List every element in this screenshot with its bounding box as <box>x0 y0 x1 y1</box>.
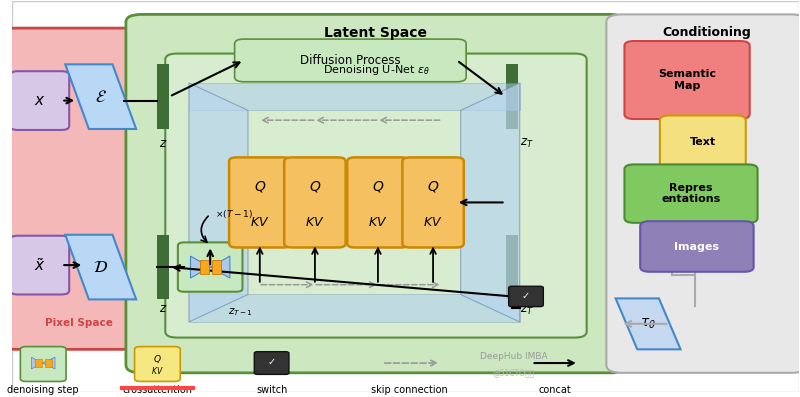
Text: $\times(T-1)$: $\times(T-1)$ <box>215 208 253 220</box>
Text: $z_T$: $z_T$ <box>520 304 534 317</box>
Text: $KV$: $KV$ <box>305 216 325 229</box>
Text: DeepHub IMBA: DeepHub IMBA <box>480 352 548 361</box>
Polygon shape <box>189 83 520 110</box>
Text: Semantic
Map: Semantic Map <box>658 69 716 91</box>
Text: $Q$: $Q$ <box>153 353 162 365</box>
FancyBboxPatch shape <box>606 14 800 373</box>
Text: Diffusion Process: Diffusion Process <box>300 54 401 67</box>
Text: $Q$: $Q$ <box>427 179 439 194</box>
Text: $z_T$: $z_T$ <box>520 137 534 150</box>
Text: $Q$: $Q$ <box>372 179 384 194</box>
Bar <box>506 64 518 129</box>
Bar <box>35 359 42 367</box>
Bar <box>200 260 210 274</box>
FancyBboxPatch shape <box>10 71 70 130</box>
Polygon shape <box>461 83 520 322</box>
Text: switch: switch <box>256 385 287 395</box>
Bar <box>506 235 518 299</box>
FancyBboxPatch shape <box>402 157 464 247</box>
Text: Text: Text <box>690 137 716 147</box>
FancyBboxPatch shape <box>126 14 626 373</box>
FancyBboxPatch shape <box>234 39 466 82</box>
Text: $z$: $z$ <box>158 137 167 150</box>
FancyBboxPatch shape <box>178 243 242 292</box>
Polygon shape <box>189 83 248 322</box>
FancyBboxPatch shape <box>640 221 754 272</box>
Text: $\mathcal{D}$: $\mathcal{D}$ <box>93 258 108 276</box>
Text: Images: Images <box>674 241 719 252</box>
Bar <box>157 235 170 299</box>
FancyBboxPatch shape <box>10 236 70 295</box>
Text: $\tau_\theta$: $\tau_\theta$ <box>640 317 656 331</box>
Text: $z_{T-1}$: $z_{T-1}$ <box>228 306 253 318</box>
Polygon shape <box>42 357 55 369</box>
Polygon shape <box>210 256 230 278</box>
FancyBboxPatch shape <box>625 164 758 223</box>
Text: Denoising U-Net $\epsilon_\theta$: Denoising U-Net $\epsilon_\theta$ <box>322 64 430 77</box>
Bar <box>212 260 222 274</box>
Polygon shape <box>66 64 136 129</box>
FancyBboxPatch shape <box>20 347 66 382</box>
Text: $x$: $x$ <box>34 93 46 108</box>
Text: $KV$: $KV$ <box>250 216 270 229</box>
Text: skip connection: skip connection <box>371 385 448 395</box>
Text: $Q$: $Q$ <box>254 179 266 194</box>
FancyBboxPatch shape <box>166 54 586 337</box>
Polygon shape <box>615 299 681 349</box>
Polygon shape <box>189 295 520 322</box>
Text: $z$: $z$ <box>158 302 167 315</box>
Text: $KV$: $KV$ <box>151 365 164 376</box>
Text: crossattention: crossattention <box>122 385 193 395</box>
Polygon shape <box>66 235 136 299</box>
FancyBboxPatch shape <box>229 157 290 247</box>
Polygon shape <box>31 357 42 369</box>
FancyBboxPatch shape <box>284 157 346 247</box>
Text: $KV$: $KV$ <box>368 216 388 229</box>
FancyBboxPatch shape <box>134 347 180 382</box>
FancyBboxPatch shape <box>509 286 543 306</box>
Text: @51CTO推荐: @51CTO推荐 <box>492 368 534 377</box>
Text: $KV$: $KV$ <box>423 216 443 229</box>
Text: Pixel Space: Pixel Space <box>45 318 113 328</box>
Text: denoising step: denoising step <box>7 385 79 395</box>
FancyBboxPatch shape <box>347 157 409 247</box>
Text: Repres
entations: Repres entations <box>662 183 721 204</box>
FancyBboxPatch shape <box>0 28 158 349</box>
Text: ✓: ✓ <box>522 291 530 301</box>
Text: ✓: ✓ <box>267 357 276 367</box>
FancyBboxPatch shape <box>254 352 289 374</box>
Bar <box>157 64 170 129</box>
FancyBboxPatch shape <box>660 116 746 168</box>
Text: Conditioning: Conditioning <box>662 26 751 39</box>
Text: $\mathcal{E}$: $\mathcal{E}$ <box>94 88 106 106</box>
Text: $Q$: $Q$ <box>309 179 321 194</box>
Bar <box>45 359 52 367</box>
Polygon shape <box>190 256 210 278</box>
FancyBboxPatch shape <box>625 41 750 119</box>
Text: Latent Space: Latent Space <box>325 26 427 40</box>
Text: concat: concat <box>538 385 571 395</box>
Text: $\tilde{x}$: $\tilde{x}$ <box>34 256 46 274</box>
